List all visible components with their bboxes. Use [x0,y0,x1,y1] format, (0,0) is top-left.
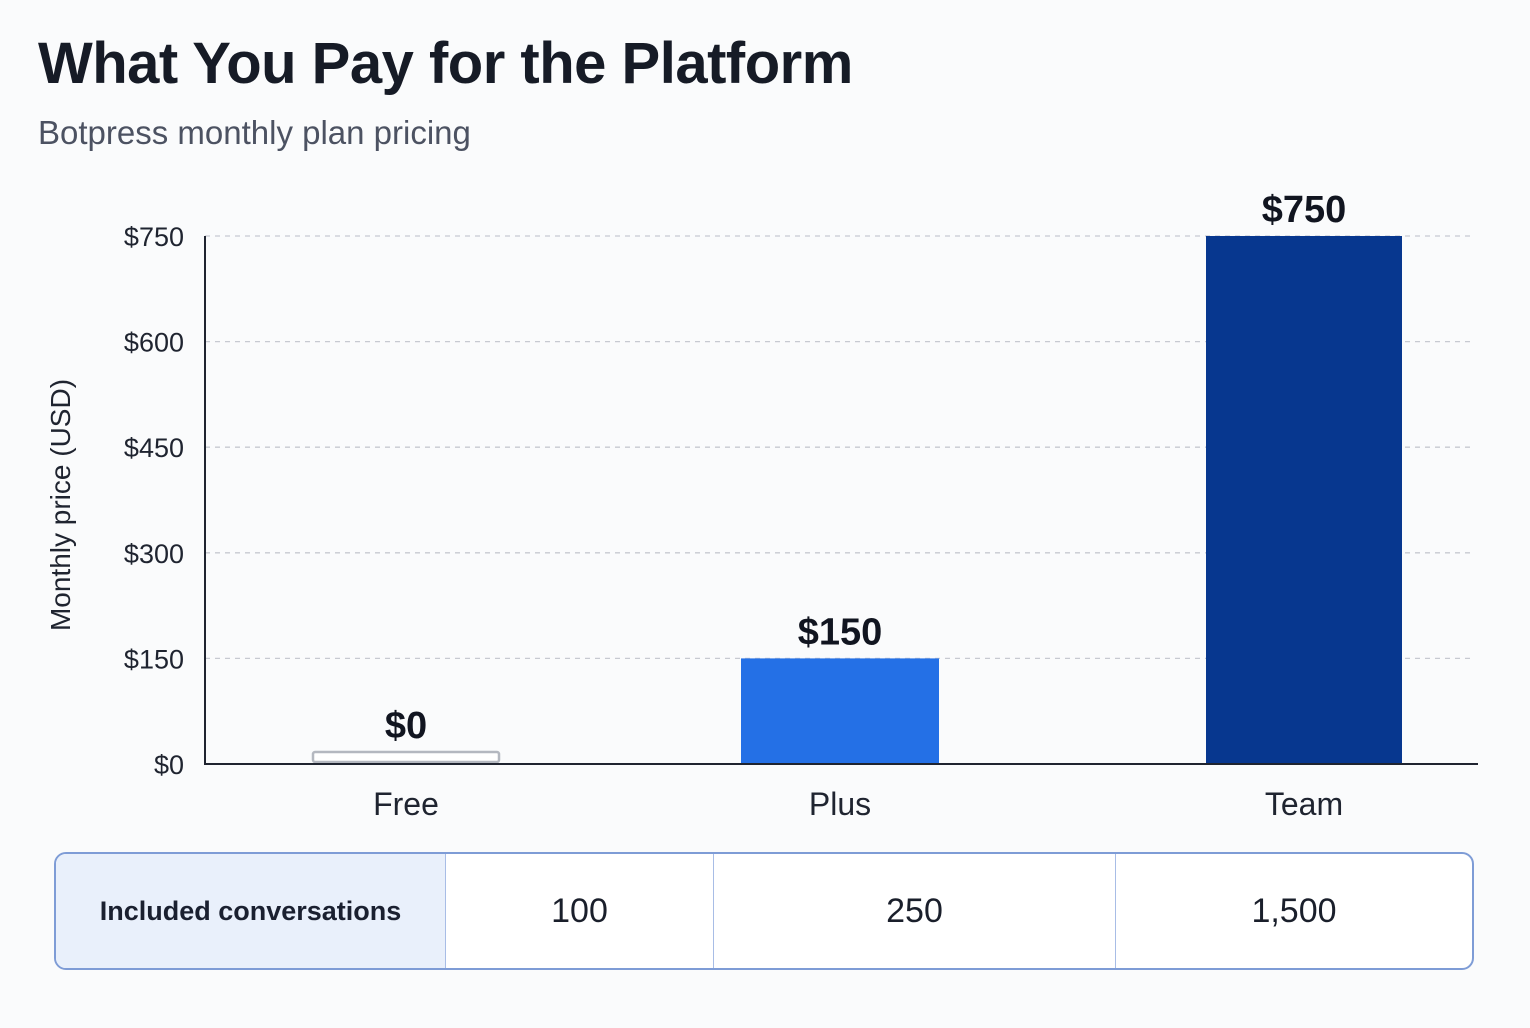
chart-subtitle: Botpress monthly plan pricing [38,114,471,151]
y-tick-label: $300 [124,539,184,569]
y-tick-label: $600 [124,328,184,358]
x-category-label: Team [1265,786,1343,822]
y-tick-label: $750 [124,222,184,252]
included-conversations-table: Included conversations 100 250 1,500 [54,852,1474,970]
bars [311,236,1402,764]
bar-team [1206,236,1402,764]
x-category-label: Free [373,786,439,822]
bar-value-label: $750 [1262,189,1347,231]
table-cell-plus: 250 [713,854,1115,968]
bar-value-label: $0 [385,705,427,747]
y-tick-label: $0 [154,750,184,780]
bar-free [311,750,501,764]
y-tick-label: $450 [124,433,184,463]
table-cell-team: 1,500 [1115,854,1472,968]
table-header-cell: Included conversations [56,854,445,968]
chart-title: What You Pay for the Platform [38,31,853,96]
y-axis-title: Monthly price (USD) [45,379,76,631]
x-category-label: Plus [809,786,871,822]
table-cell-free: 100 [445,854,713,968]
labels: $0 $150 $300 $450 $600 $750 $0 Free $150 Plus $750… [45,189,1346,822]
bar-value-label: $150 [798,611,883,653]
axes [204,236,1478,765]
y-tick-label: $150 [124,644,184,674]
pricing-bar-chart: $0 $150 $300 $450 $600 $750 $0 Free $150 Plus $750… [45,189,1478,822]
bar-plus [741,658,939,764]
